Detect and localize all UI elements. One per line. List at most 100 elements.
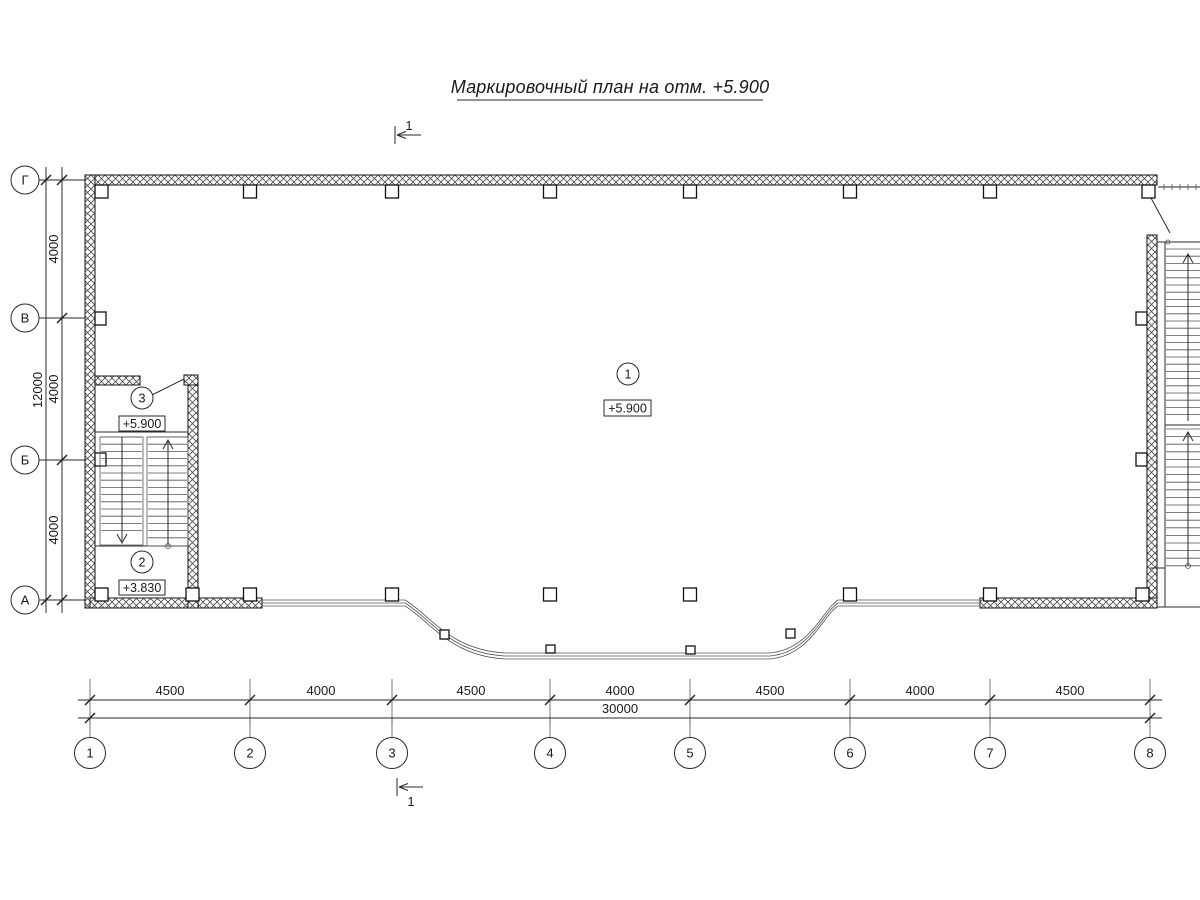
stair-treads [1166,248,1200,416]
room-number-bubble [130,386,154,410]
page-title: Маркировочный план на отм. +5.900 [451,77,770,97]
stairwell [95,431,189,549]
column [982,184,998,199]
row-bubble [10,303,40,333]
dim-tick [684,694,696,706]
column [242,587,258,602]
dim-tick [984,694,996,706]
col-bubble [534,737,566,769]
dim-tick [386,694,398,706]
row-bubble [10,585,40,615]
col-dim: 4000 [906,683,935,698]
mullion-post [439,629,450,640]
row-dim: 4000 [46,516,61,545]
col-dim: 4000 [606,683,635,698]
elevation-box [603,399,652,417]
row-bubble [10,165,40,195]
stair-treads [1166,428,1200,567]
curtain-wall [262,599,980,660]
col-label: 1 [86,746,93,761]
walk-line-origin [165,543,171,549]
column [982,587,998,602]
section-mark-top: 1 [394,118,421,144]
room-marker-3: 3 +5.900 [118,386,166,432]
col-label: 4 [546,746,553,761]
room-number: 2 [139,556,146,570]
col-bubble [74,737,106,769]
col-grid: 4500 4000 4500 4000 4500 4000 4500 30000… [74,679,1166,769]
dim-tick [1144,694,1156,706]
row-dim-total: 12000 [30,372,45,408]
col-bubble [1134,737,1166,769]
column [384,587,400,602]
row-label: Б [21,453,30,468]
door-swing-right [1150,197,1171,234]
dim-ticks [84,694,1156,706]
wall-right [1146,234,1158,609]
column [384,184,400,199]
mullion-post [685,645,696,655]
col-label: 2 [246,746,253,761]
columns [94,184,1156,602]
section-mark-bottom: 1 [396,778,423,809]
row-grid: Г В Б А 4000 4000 4000 12000 [10,165,85,615]
mullion-post [545,644,556,654]
col-bubble [674,737,706,769]
wall-top [84,174,1158,186]
col-bubble [974,737,1006,769]
col-bubbles [74,737,1166,769]
title-block: Маркировочный план на отм. +5.900 [451,77,770,101]
column [242,184,258,199]
column [1135,452,1148,467]
column [682,184,698,199]
stairwell-right-wall [187,374,199,609]
row-label: Г [21,173,28,188]
column [842,587,858,602]
column [682,587,698,602]
arrow-up-icon [1182,252,1194,264]
col-bubble [234,737,266,769]
col-dim: 4500 [457,683,486,698]
elevation-label: +5.900 [608,402,647,416]
rail-ticks [1163,184,1197,190]
dim-tick [844,694,856,706]
elevation-label: +5.900 [123,417,162,431]
exterior-stair [1150,184,1200,608]
arrow-up-icon [162,438,174,450]
elevation-label: +3.830 [123,581,162,595]
room-marker-1: 1 +5.900 [603,362,652,417]
dim-tick [84,694,96,706]
column [1135,587,1150,602]
column [542,587,558,602]
elevation-box [118,579,166,596]
walls [84,174,1171,609]
elevation-box [118,415,166,432]
stairwell-partition [94,375,141,386]
col-bubble [834,737,866,769]
arrow-down-icon [116,533,128,545]
row-label: В [21,311,30,326]
col-label: 7 [986,746,993,761]
column [542,184,558,199]
mullion-post [785,628,796,639]
section-mark-top-label: 1 [405,118,412,133]
room-number-bubble [616,362,640,386]
col-label: 8 [1146,746,1153,761]
column [185,587,200,602]
room-marker-2: 2 +3.830 [118,550,166,596]
col-dim-total: 30000 [602,701,638,716]
section-mark-bottom-label: 1 [407,794,414,809]
col-dim: 4500 [756,683,785,698]
col-label: 5 [686,746,693,761]
col-label: 6 [846,746,853,761]
section-arrow-icon [396,131,407,139]
arrow-up-icon [1182,430,1194,442]
dim-tick [544,694,556,706]
column [842,184,858,199]
section-arrow-icon [398,783,409,791]
wall-bottom-right [979,597,1158,609]
row-dim: 4000 [46,375,61,404]
column [94,587,109,602]
